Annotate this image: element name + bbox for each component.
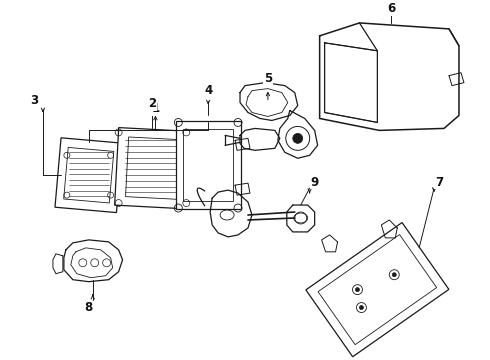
- Bar: [125, 137, 183, 199]
- Text: 3: 3: [30, 94, 38, 107]
- Text: 5: 5: [264, 72, 272, 85]
- Bar: [183, 129, 233, 201]
- Polygon shape: [240, 129, 280, 150]
- Polygon shape: [278, 111, 318, 158]
- Text: 8: 8: [85, 301, 93, 314]
- Text: 6: 6: [387, 3, 395, 15]
- Bar: [306, 222, 449, 357]
- Text: 7: 7: [435, 176, 443, 189]
- Circle shape: [392, 273, 396, 277]
- Text: 1: 1: [151, 102, 159, 115]
- Circle shape: [360, 306, 364, 310]
- Bar: [64, 148, 114, 203]
- Text: 4: 4: [204, 84, 212, 97]
- Polygon shape: [64, 240, 122, 282]
- Bar: [176, 121, 241, 209]
- Text: 2: 2: [148, 97, 156, 110]
- Polygon shape: [71, 248, 113, 278]
- Circle shape: [293, 134, 303, 143]
- Polygon shape: [210, 190, 252, 237]
- Polygon shape: [246, 89, 288, 117]
- Circle shape: [355, 288, 360, 292]
- Bar: [55, 138, 122, 213]
- Bar: [318, 235, 437, 345]
- Polygon shape: [324, 43, 377, 122]
- Polygon shape: [287, 205, 315, 232]
- Polygon shape: [240, 83, 298, 121]
- Text: 9: 9: [311, 176, 319, 189]
- Bar: [115, 127, 190, 209]
- Polygon shape: [319, 23, 459, 130]
